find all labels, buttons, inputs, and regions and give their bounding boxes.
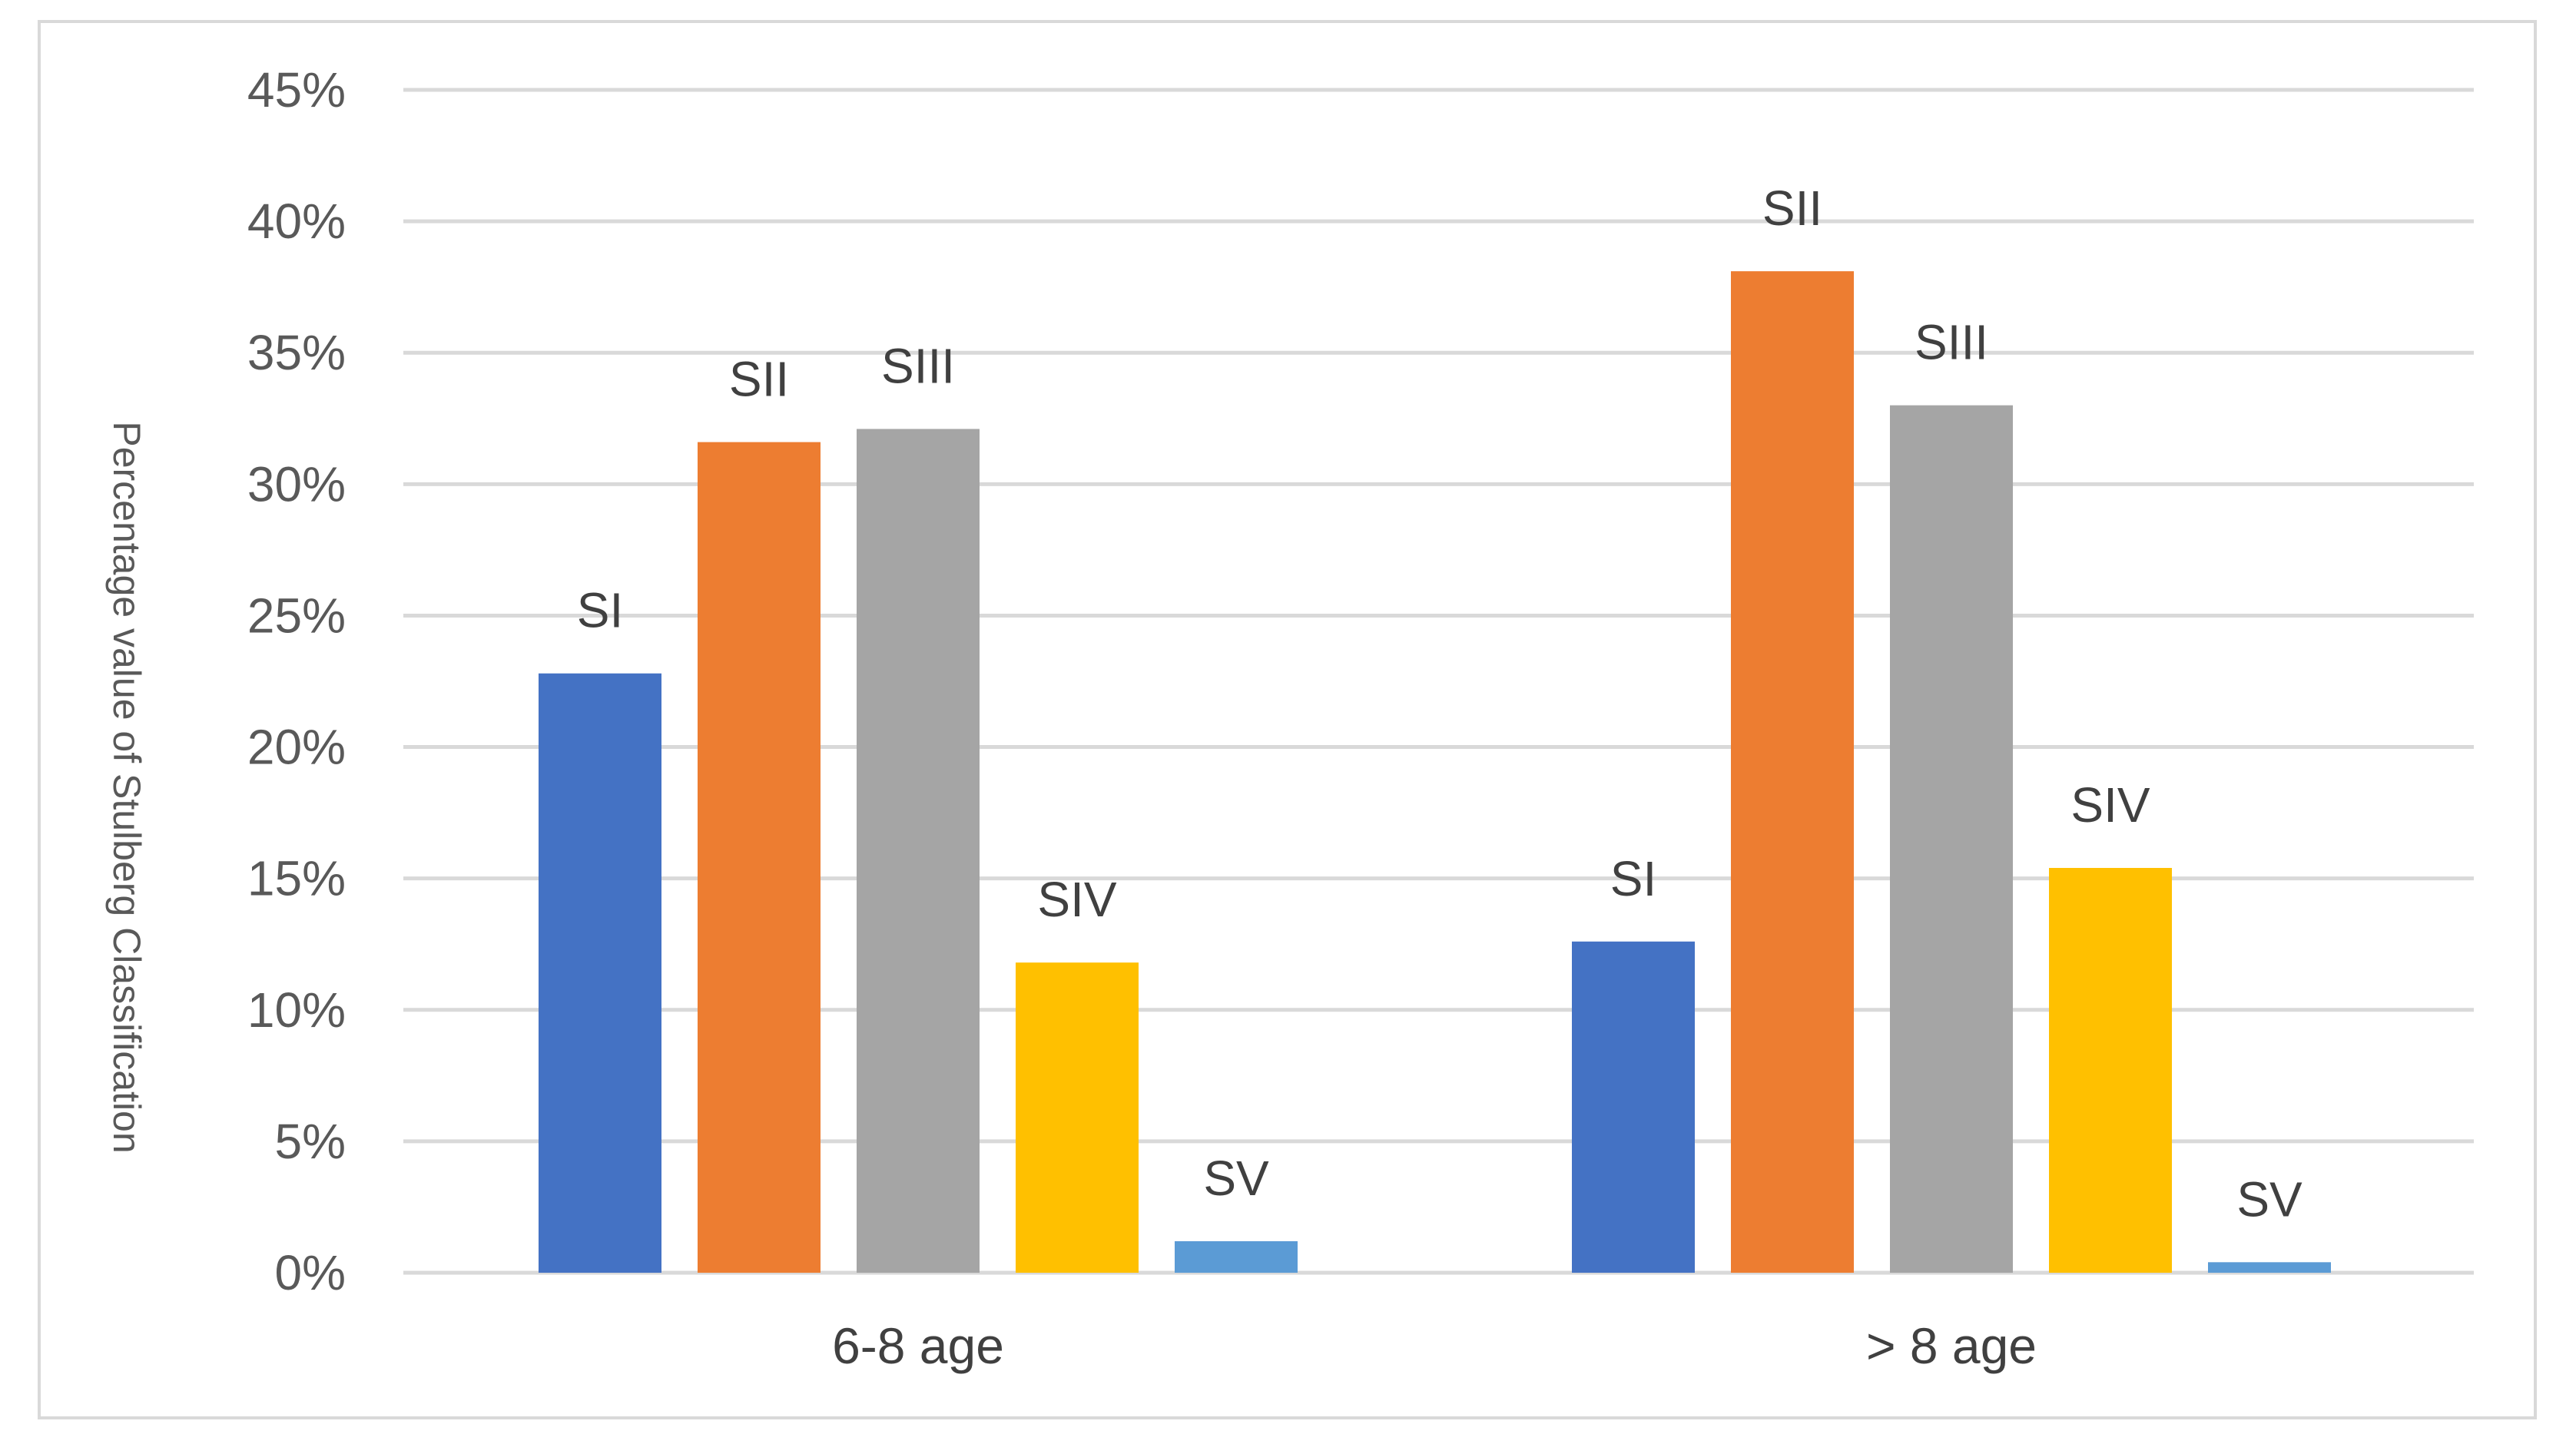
y-tick-label: 15% [247, 851, 346, 906]
y-tick-label: 20% [247, 720, 346, 775]
data-label: SII [729, 352, 789, 407]
bars [539, 271, 2331, 1273]
y-axis-ticks: 0% 5% 10% 15% 20% 25% 30% 35% 40% 45% [247, 62, 346, 1300]
data-label: SIII [881, 338, 955, 393]
bar-si-group2 [1572, 941, 1695, 1273]
data-label: SI [577, 583, 623, 638]
data-label: SV [2236, 1171, 2302, 1227]
x-category-label: 6-8 age [832, 1317, 1004, 1374]
bar-sii-group1 [698, 442, 821, 1273]
data-label: SIV [1037, 872, 1116, 927]
bar-siv-group2 [2049, 867, 2172, 1273]
x-axis-categories: 6-8 age > 8 age [832, 1317, 2037, 1374]
y-tick-label: 5% [275, 1114, 346, 1169]
y-tick-label: 25% [247, 588, 346, 643]
y-axis-title: Percentage value of Stulberg Classificat… [105, 421, 148, 1153]
y-tick-label: 30% [247, 456, 346, 512]
bar-si-group1 [539, 673, 661, 1273]
data-labels: SI SII SIII SIV SV SI SII SIII SIV SV [577, 181, 2302, 1227]
data-label: SIV [2070, 777, 2150, 833]
y-tick-label: 0% [275, 1245, 346, 1300]
data-label: SIII [1915, 315, 1988, 370]
x-category-label: > 8 age [1866, 1317, 2037, 1374]
data-label: SV [1203, 1151, 1269, 1206]
y-tick-label: 10% [247, 982, 346, 1038]
data-label: SI [1610, 851, 1656, 906]
bar-sv-group1 [1175, 1240, 1298, 1273]
y-tick-label: 45% [247, 62, 346, 118]
bar-siv-group1 [1016, 962, 1139, 1273]
y-tick-label: 40% [247, 194, 346, 249]
bar-sii-group2 [1731, 271, 1854, 1273]
bar-siii-group2 [1890, 405, 2013, 1273]
bar-siii-group1 [857, 429, 980, 1273]
y-tick-label: 35% [247, 325, 346, 380]
bar-sv-group2 [2208, 1262, 2331, 1273]
data-label: SII [1762, 181, 1822, 236]
